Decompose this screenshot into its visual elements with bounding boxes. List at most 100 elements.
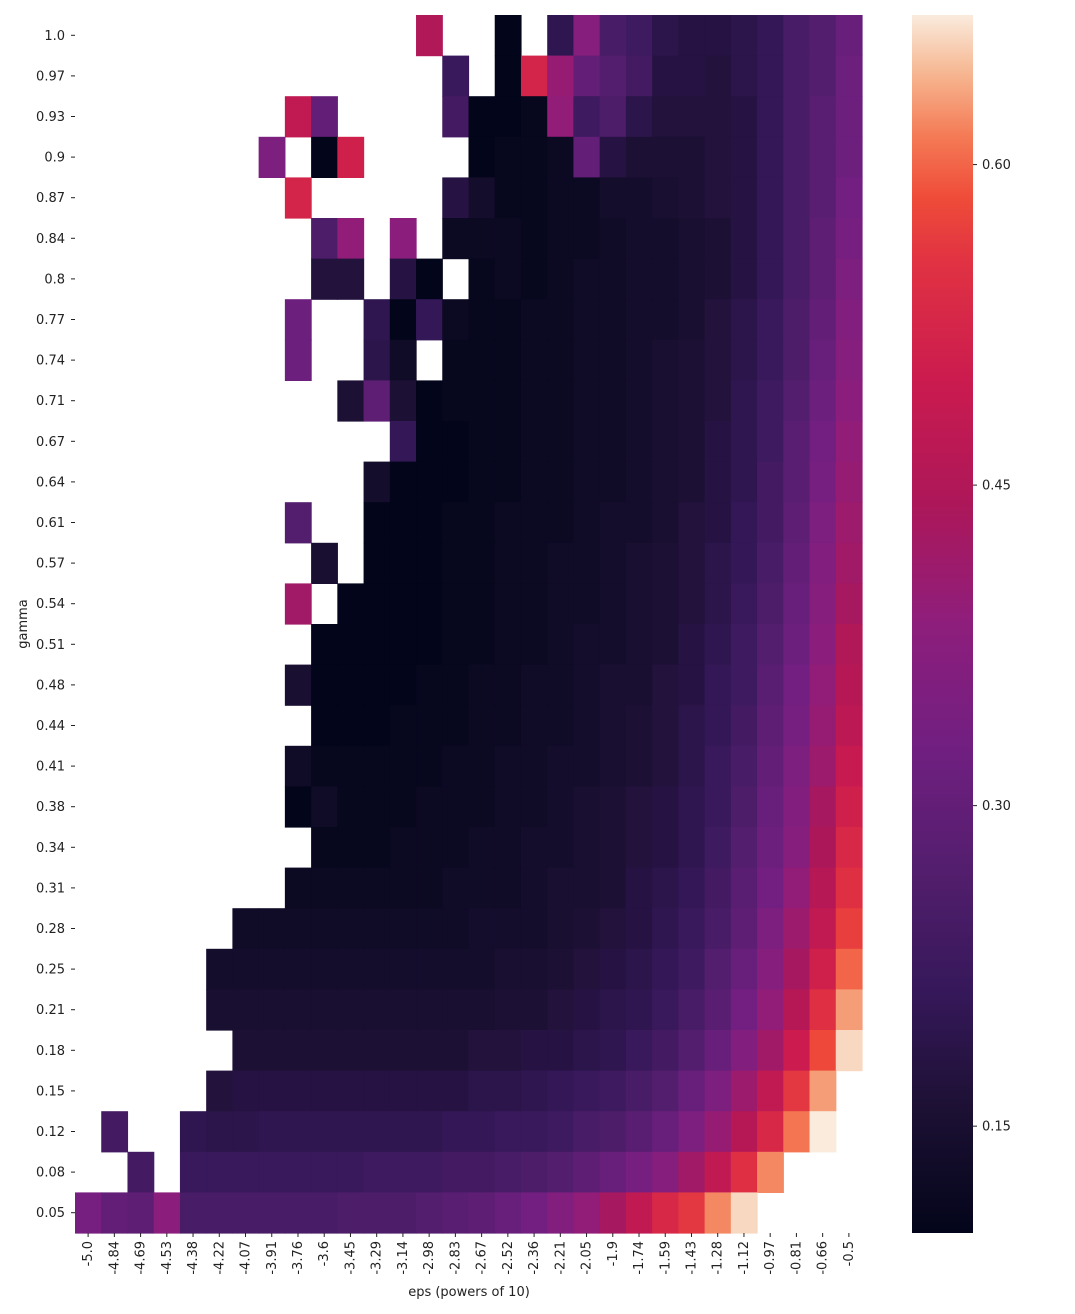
heatmap-cell (337, 1111, 365, 1153)
heatmap-cell (704, 786, 732, 828)
heatmap-cell (835, 15, 863, 57)
x-tick-label: -1.74 (632, 1241, 647, 1275)
heatmap-cell (652, 786, 679, 828)
heatmap-cell (730, 502, 758, 544)
heatmap-cell (547, 989, 575, 1031)
heatmap-cell (678, 786, 706, 828)
heatmap-cell (337, 786, 365, 828)
heatmap-cell (757, 380, 784, 422)
x-tick-label: -2.52 (501, 1241, 516, 1275)
heatmap-cell (442, 380, 470, 422)
heatmap-cell (757, 624, 784, 666)
heatmap-cell (704, 624, 732, 666)
heatmap-cell (363, 1111, 391, 1153)
heatmap-cell (127, 1151, 155, 1193)
heatmap-cell (520, 258, 548, 300)
y-tick-label: 0.9 (44, 151, 65, 166)
heatmap-cell (652, 15, 679, 57)
heatmap-cell (783, 542, 811, 584)
heatmap-cell (416, 908, 443, 950)
heatmap-cell (311, 705, 338, 747)
heatmap-cell (757, 258, 784, 300)
heatmap-cell (337, 136, 365, 178)
x-tick-label: -3.45 (343, 1241, 358, 1275)
heatmap-cell (389, 867, 417, 909)
heatmap-cell (494, 218, 522, 260)
y-tick-label: 0.25 (36, 963, 65, 978)
heatmap-cell (547, 1070, 575, 1112)
heatmap-cell (625, 96, 653, 138)
heatmap-cell (783, 786, 811, 828)
heatmap-cell (442, 502, 470, 544)
heatmap-cell (783, 380, 811, 422)
heatmap-cell (809, 1111, 837, 1153)
heatmap-cell (783, 1030, 811, 1072)
heatmap-cell (652, 542, 679, 584)
heatmap-cell (494, 339, 522, 381)
y-tick-label: 1.0 (44, 29, 65, 44)
heatmap-cell (179, 1151, 207, 1193)
heatmap-cell (337, 1151, 365, 1193)
heatmap-cell (520, 55, 548, 97)
heatmap-cell (389, 461, 417, 503)
heatmap-cell (835, 218, 863, 260)
heatmap-cell (232, 1030, 260, 1072)
y-tick-label: 0.28 (36, 922, 65, 937)
heatmap-cell (599, 827, 627, 869)
x-tick-label: -0.97 (763, 1241, 778, 1275)
heatmap-cell (311, 1192, 338, 1234)
heatmap-cell (494, 786, 522, 828)
y-tick-label: 0.97 (36, 69, 65, 84)
heatmap-cell (599, 1111, 627, 1153)
x-tick-label: -2.83 (448, 1241, 463, 1275)
heatmap-cell (311, 1030, 338, 1072)
heatmap-cell (652, 177, 679, 219)
colorbar-ticks: 0.15 0.30 0.45 0.60 (973, 158, 1011, 1135)
heatmap-cell (416, 745, 443, 787)
y-tick-label: 0.54 (36, 597, 65, 612)
heatmap-cell (520, 827, 548, 869)
heatmap-cell (704, 583, 732, 625)
heatmap-cell (730, 948, 758, 990)
x-tick-label: -2.67 (475, 1241, 490, 1275)
heatmap-cell (547, 867, 575, 909)
heatmap-cell (573, 867, 601, 909)
heatmap-cell (809, 339, 837, 381)
heatmap-cell (337, 380, 365, 422)
y-axis-label: gamma (16, 599, 31, 649)
heatmap-cell (835, 664, 863, 706)
heatmap-cell (835, 705, 863, 747)
heatmap-cell (730, 461, 758, 503)
heatmap-cell (599, 218, 627, 260)
heatmap-cell (258, 1192, 286, 1234)
heatmap-cell (547, 380, 575, 422)
heatmap-cell (730, 1192, 758, 1234)
heatmap-cell (625, 948, 653, 990)
x-tick-label: -0.66 (816, 1241, 831, 1275)
heatmap-cell (389, 1070, 417, 1112)
heatmap-cell (809, 624, 837, 666)
heatmap-cell (520, 624, 548, 666)
heatmap-cell (625, 705, 653, 747)
heatmap-cell (652, 1111, 679, 1153)
heatmap-cell (494, 1070, 522, 1112)
heatmap-cell (468, 1030, 496, 1072)
heatmap-cell (520, 705, 548, 747)
heatmap-cell (809, 15, 837, 57)
heatmap-cell (652, 502, 679, 544)
heatmap-cell (704, 218, 732, 260)
heatmap-cell (599, 177, 627, 219)
heatmap-cell (625, 624, 653, 666)
heatmap-cell (809, 299, 837, 341)
heatmap-cell (547, 96, 575, 138)
heatmap-cell (809, 542, 837, 584)
heatmap-cell (678, 421, 706, 463)
heatmap-cell (809, 1070, 837, 1112)
heatmap-cell (547, 461, 575, 503)
heatmap-cell (442, 624, 470, 666)
heatmap-cell (520, 867, 548, 909)
heatmap-cell (652, 55, 679, 97)
heatmap-cell (835, 948, 863, 990)
heatmap-cell (442, 867, 470, 909)
heatmap-cell (625, 827, 653, 869)
